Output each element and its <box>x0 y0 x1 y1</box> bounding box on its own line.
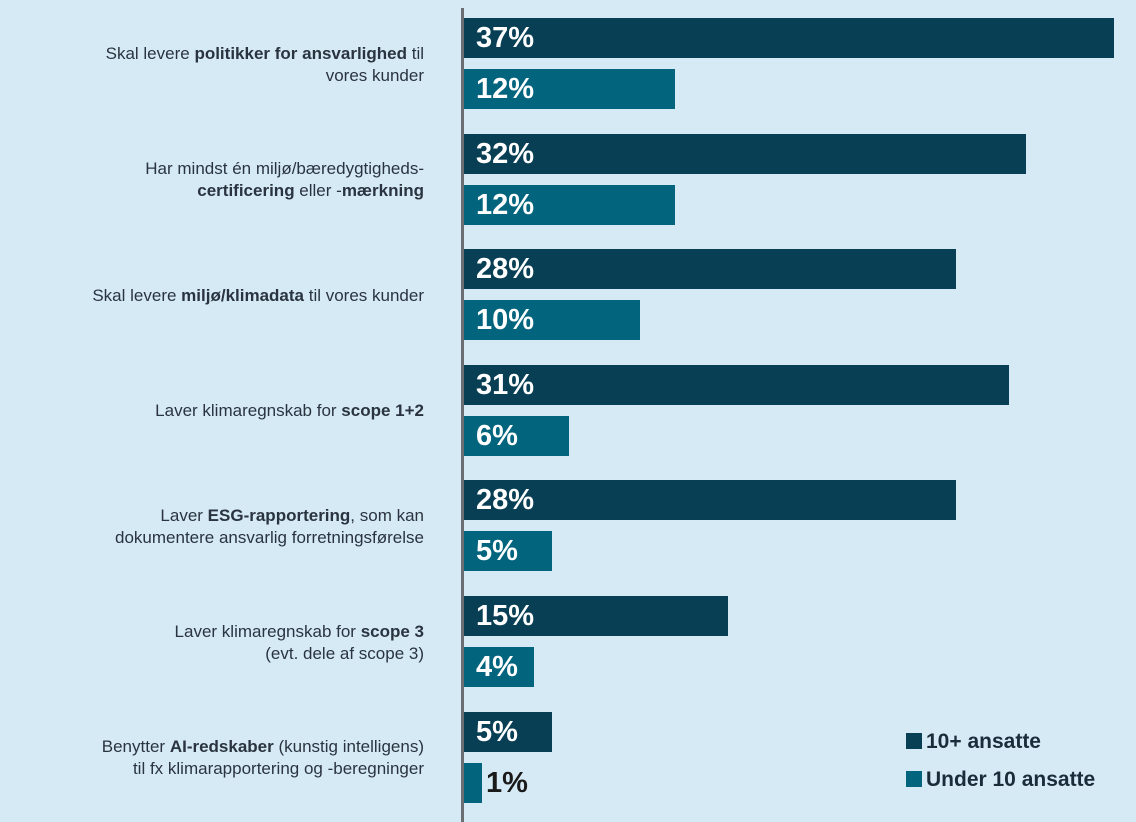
category-label: Benytter AI-redskaber (kunstig intellige… <box>0 736 424 780</box>
bar-value-label: 4% <box>476 651 518 683</box>
category-label-text: Laver <box>160 505 208 525</box>
bar-value-label: 31% <box>476 369 535 401</box>
category-label-text: (kunstig intelligens) <box>273 737 424 757</box>
bar-value-label: 5% <box>476 535 518 567</box>
category-label-bold-text: scope 3 <box>360 621 424 641</box>
bar <box>464 300 640 340</box>
category-label: Har mindst én miljø/bæredygtigheds-certi… <box>0 158 424 202</box>
category-label-text: til <box>407 43 424 63</box>
bar <box>464 416 569 456</box>
legend-item: 10+ ansatte <box>906 729 1041 755</box>
category-label-text: Har mindst én miljø/bæredygtigheds- <box>145 159 424 179</box>
bar <box>464 18 1114 58</box>
category-label: Skal levere politikker for ansvarlighed … <box>0 43 424 87</box>
legend-item: Under 10 ansatte <box>906 767 1095 793</box>
bar-value-label: 5% <box>476 716 518 748</box>
category-label-text: til vores kunder <box>304 285 424 305</box>
category-label-text: til fx klimarapportering og -beregninger <box>132 759 424 779</box>
category-label-text: (evt. dele af scope 3) <box>265 643 424 663</box>
bar <box>464 712 552 752</box>
legend-label: Under 10 ansatte <box>926 768 1096 791</box>
bar-value-label: 28% <box>476 484 535 516</box>
category-label-text: Laver klimaregnskab for <box>155 401 342 421</box>
category-label-bold-text: ESG-rapportering <box>207 505 351 525</box>
bar <box>464 185 675 225</box>
bar-value-label: 6% <box>476 420 518 452</box>
bar-value-label: 37% <box>476 22 535 54</box>
bar <box>464 480 956 520</box>
category-label-bold-text: scope 1+2 <box>341 401 424 421</box>
category-label: Laver klimaregnskab for scope 1+2 <box>0 400 424 422</box>
category-axis-line <box>461 8 464 822</box>
bar-value-label: 15% <box>476 600 535 632</box>
category-label-bold-text: miljø/klimadata <box>181 285 304 305</box>
legend-label: 10+ ansatte <box>926 730 1041 753</box>
bar <box>464 69 675 109</box>
bar <box>464 596 728 636</box>
bar <box>464 134 1026 174</box>
bar-value-label: 28% <box>476 253 535 285</box>
bar-value-label: 12% <box>476 189 535 221</box>
category-label-bold-text: AI-redskaber <box>169 737 274 757</box>
category-label-text: eller - <box>294 181 342 201</box>
category-label-text: , som kan <box>350 505 424 525</box>
bar <box>464 763 482 803</box>
bar <box>464 531 552 571</box>
category-label-text: Benytter <box>101 737 170 757</box>
category-label: Skal levere miljø/klimadata til vores ku… <box>0 285 424 307</box>
bar-value-label: 12% <box>476 73 535 105</box>
bar-value-label: 32% <box>476 138 535 170</box>
bar <box>464 365 1009 405</box>
category-label-text: vores kunder <box>325 65 424 85</box>
category-label-text: dokumentere ansvarlig forretningsførelse <box>115 527 424 547</box>
bar <box>464 647 534 687</box>
legend-swatch <box>906 733 922 749</box>
legend-swatch <box>906 771 922 787</box>
category-label-text: Skal levere <box>92 285 182 305</box>
category-label-bold-text: politikker for ansvarlighed <box>194 43 407 63</box>
category-label-text: Laver klimaregnskab for <box>174 621 361 641</box>
category-label: Laver ESG-rapportering, som kan dokumente… <box>0 505 424 549</box>
category-label: Laver klimaregnskab for scope 3 (evt. del… <box>0 621 424 665</box>
category-label-text: Skal levere <box>105 43 195 63</box>
bar-value-label: 10% <box>476 304 535 336</box>
category-label-bold-text: certificering <box>197 181 295 201</box>
bar <box>464 249 956 289</box>
bar-value-label: 1% <box>486 767 528 799</box>
category-label-bold-text: mærkning <box>341 181 424 201</box>
